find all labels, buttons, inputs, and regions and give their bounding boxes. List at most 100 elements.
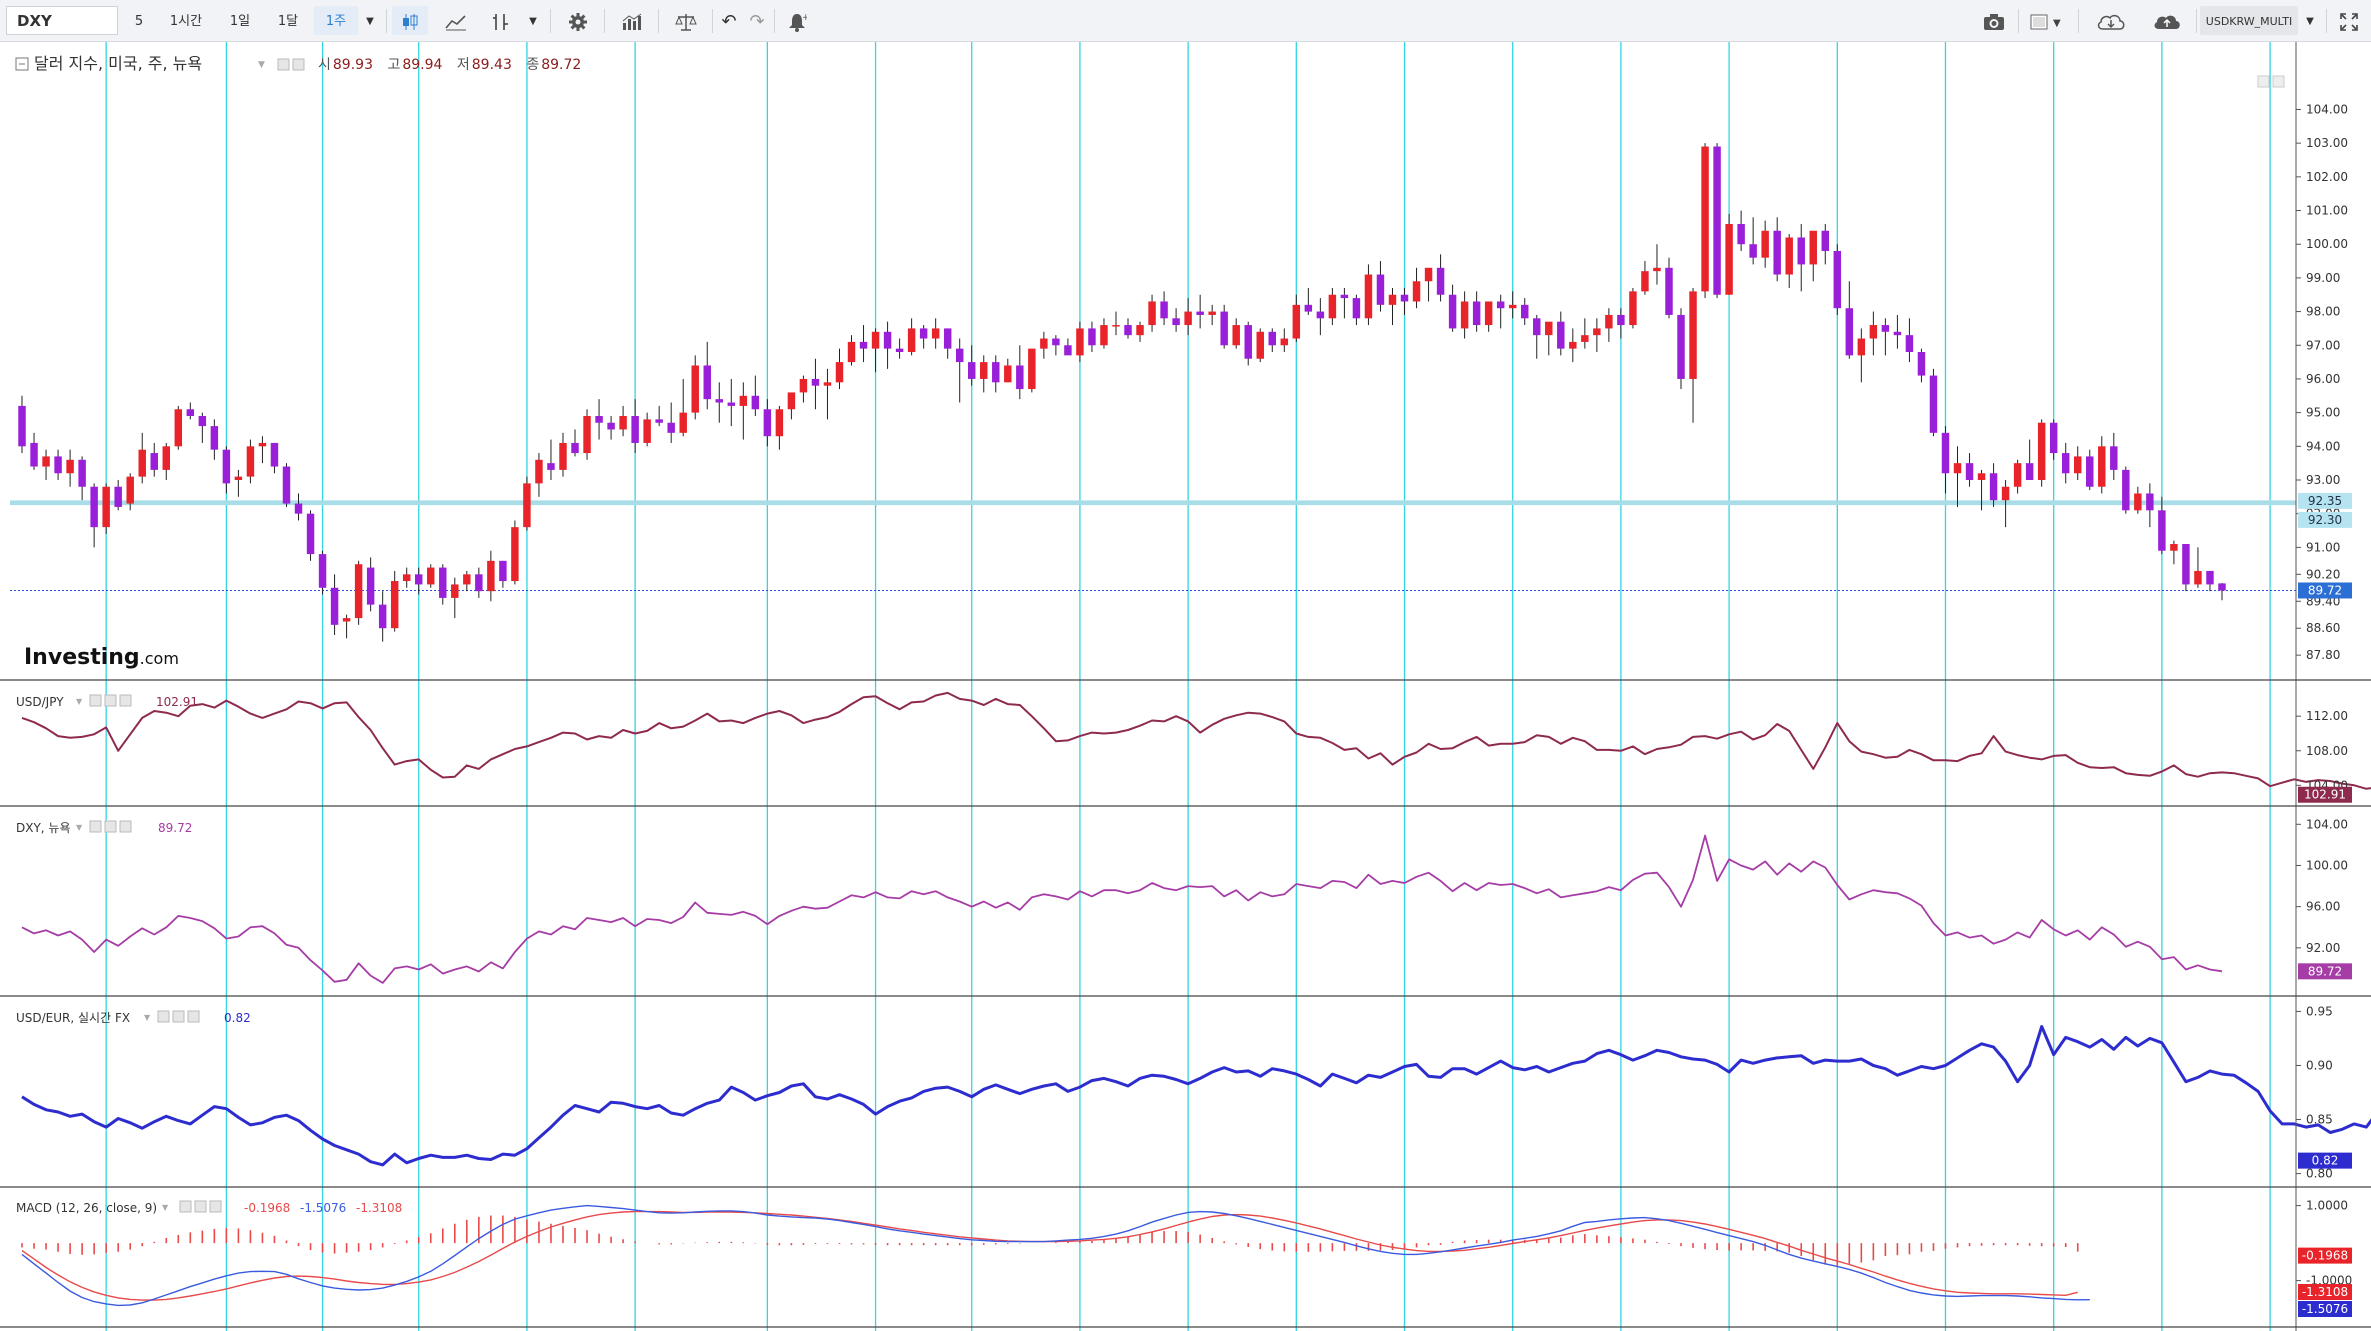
alert-bell-icon[interactable]: + — [780, 6, 814, 35]
axis-tick-label: 93.00 — [2306, 473, 2340, 487]
visibility-toggle-icon[interactable] — [157, 1010, 170, 1023]
macd-axis: 1.0000-1.0000 — [2296, 1199, 2352, 1288]
axis-tick-label: 0.85 — [2306, 1113, 2333, 1127]
candle — [1737, 210, 1745, 251]
ohlc-close-label: 종 — [526, 57, 539, 73]
pane-maximize-icon[interactable] — [2257, 75, 2270, 88]
usdjpy-last-marker-label: 102.91 — [2304, 788, 2346, 802]
candle — [583, 409, 591, 460]
candle — [1472, 291, 1481, 332]
axis-tick-label: 96.00 — [2306, 900, 2340, 914]
candle — [571, 429, 579, 457]
visibility-toggle-icon[interactable] — [179, 1200, 192, 1213]
indicator-icon[interactable] — [484, 6, 518, 35]
candle — [1725, 213, 1733, 295]
candle-body — [1340, 294, 1349, 299]
candle — [847, 335, 856, 366]
candle-body — [2134, 493, 2142, 511]
redo-icon[interactable]: ↷ — [749, 11, 765, 32]
indicator-dropdown-chevron-icon[interactable]: ▼ — [529, 16, 537, 27]
candle — [715, 382, 723, 423]
close-pane-icon[interactable] — [209, 1200, 222, 1213]
interval-1w-button[interactable]: 1주 — [314, 6, 358, 35]
candle — [1821, 224, 1829, 265]
candle — [1641, 261, 1649, 295]
candle-body — [1052, 338, 1060, 346]
candle-body — [1833, 250, 1842, 309]
candle-body — [583, 416, 591, 454]
line-style-icon[interactable] — [434, 6, 478, 35]
candle — [2206, 570, 2214, 592]
undo-icon[interactable]: ↶ — [721, 11, 737, 32]
interval-1mo-button[interactable]: 1달 — [277, 14, 299, 29]
candle — [138, 432, 146, 484]
candle-body — [883, 331, 892, 349]
settings-toggle-icon[interactable] — [104, 820, 117, 833]
candle — [1629, 288, 1637, 329]
fullscreen-icon[interactable] — [2332, 6, 2366, 35]
close-pane-icon[interactable] — [119, 694, 132, 707]
candle-body — [1100, 325, 1108, 346]
close-pane-icon[interactable] — [119, 820, 132, 833]
candle — [943, 328, 952, 359]
candle-body — [751, 395, 760, 410]
macd-signal-marker-label: -1.3108 — [2302, 1285, 2348, 1299]
candle-body — [1400, 294, 1409, 302]
macd-line-marker — [2298, 1301, 2352, 1317]
candle — [1749, 217, 1757, 265]
candlestick-icon[interactable] — [392, 6, 428, 35]
candle-body — [907, 328, 916, 352]
candle-body — [1472, 301, 1481, 326]
candle-body — [1244, 325, 1252, 359]
settings-gear-icon[interactable] — [558, 6, 598, 35]
usdeur-series-line — [21, 1025, 2371, 1167]
cloud-load-icon[interactable] — [2142, 6, 2192, 35]
settings-toggle-icon[interactable] — [194, 1200, 207, 1213]
candle — [1424, 267, 1433, 302]
candle-body — [1016, 365, 1024, 390]
candle-body — [1256, 331, 1264, 359]
candle-body — [1521, 304, 1529, 319]
interval-5-button[interactable]: 5 — [134, 14, 144, 29]
cloud-save-icon[interactable] — [2086, 6, 2136, 35]
candle-body — [1076, 328, 1084, 356]
candle-body — [102, 486, 110, 528]
axis-tick-label: 100.00 — [2306, 858, 2348, 872]
bar-chart-icon[interactable] — [612, 6, 652, 35]
layout-name-button[interactable]: USDKRW_MULTI — [2200, 6, 2298, 35]
macd-histogram-marker-label: -0.1968 — [2302, 1249, 2348, 1263]
pane-close-icon[interactable] — [2272, 75, 2285, 88]
candle-body — [2218, 583, 2226, 591]
close-pane-icon[interactable] — [187, 1010, 200, 1023]
compare-icon[interactable] — [666, 6, 706, 35]
interval-1h-button[interactable]: 1시간 — [169, 14, 203, 29]
symbol-input[interactable]: DXY — [6, 6, 118, 35]
visibility-toggle-icon[interactable] — [89, 820, 102, 833]
candle — [619, 405, 627, 437]
layout-dropdown-chevron-icon[interactable]: ▼ — [2306, 16, 2314, 27]
candle — [186, 402, 195, 420]
macd-line-marker-label: -1.5076 — [2302, 1302, 2348, 1316]
candle-body — [126, 476, 134, 504]
candle-body — [162, 446, 170, 470]
interval-dropdown-chevron-icon[interactable]: ▼ — [366, 16, 374, 27]
axis-tick-label: 101.00 — [2306, 204, 2348, 218]
candle — [1016, 345, 1024, 400]
candle — [1989, 463, 1998, 507]
visibility-toggle-icon[interactable] — [89, 694, 102, 707]
settings-toggle-icon[interactable] — [172, 1010, 185, 1023]
candle — [1533, 314, 1541, 359]
settings-toggle-icon[interactable] — [104, 694, 117, 707]
candle — [1773, 217, 1781, 282]
interval-1d-button[interactable]: 1일 — [229, 14, 251, 29]
candle — [1460, 291, 1469, 339]
candle — [30, 432, 38, 470]
template-icon[interactable]: ▼ — [2024, 6, 2074, 35]
last-price-marker — [2298, 582, 2352, 599]
price-markers: 92.35 92.30 89.72 — [2298, 492, 2352, 599]
candle — [1833, 244, 1842, 315]
chart-area[interactable]: 87.8088.6089.4090.2091.0092.0093.0094.00… — [0, 42, 2371, 1331]
camera-icon[interactable] — [1974, 6, 2014, 35]
candle-body — [354, 564, 363, 619]
candle — [42, 449, 50, 480]
